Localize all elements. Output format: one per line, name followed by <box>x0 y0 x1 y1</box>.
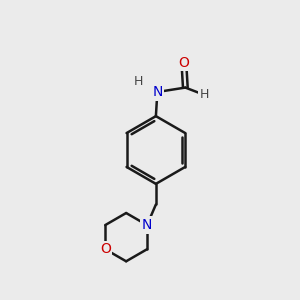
Text: O: O <box>178 56 189 70</box>
Text: H: H <box>134 75 143 88</box>
Text: H: H <box>200 88 209 101</box>
Text: N: N <box>152 85 163 99</box>
Text: O: O <box>100 242 111 256</box>
Text: N: N <box>142 218 152 232</box>
